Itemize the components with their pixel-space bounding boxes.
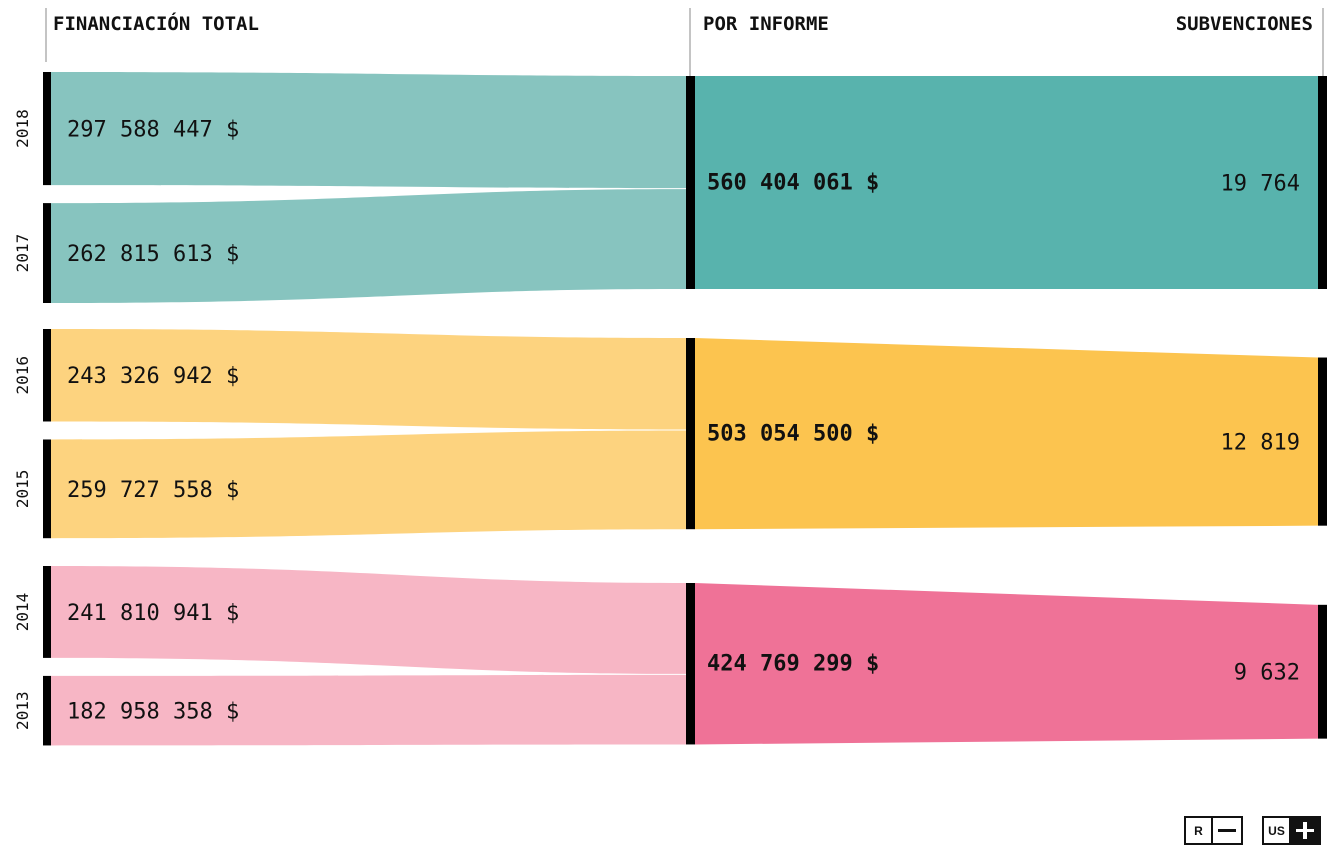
- flow-2014: [51, 566, 686, 674]
- year-label-2017: 2017: [13, 234, 32, 273]
- flow-2013: [51, 674, 686, 746]
- year-node-bar-2013: [43, 675, 51, 746]
- grants-node-bar-1: [1318, 76, 1327, 289]
- header-total-funding: FINANCIACIÓN TOTAL: [53, 11, 259, 35]
- flows-layer: [51, 72, 686, 746]
- report-total-label-3: 424 769 299 $: [707, 652, 879, 677]
- year-label-2018: 2018: [13, 109, 32, 148]
- grants-count-label-2: 12 819: [1221, 431, 1300, 456]
- amount-label-2015: 259 727 558 $: [67, 478, 239, 503]
- zoom-in-button[interactable]: [1291, 816, 1321, 845]
- report-node-bar-3: [686, 583, 695, 745]
- r-zoom-control: R: [1184, 816, 1243, 845]
- year-node-bar-2017: [43, 203, 51, 303]
- flow-2017: [51, 189, 686, 303]
- year-label-2016: 2016: [13, 356, 32, 395]
- report-node-bar-1: [686, 76, 695, 289]
- zoom-out-button[interactable]: [1213, 816, 1243, 845]
- amount-label-2018: 297 588 447 $: [67, 118, 239, 143]
- minus-icon: [1218, 829, 1236, 832]
- report-block-1: [695, 76, 1318, 289]
- labels-layer: 297 588 447 $ 2018 262 815 613 $ 2017 560 40…: [13, 109, 1300, 730]
- grants-count-label-3: 9 632: [1234, 661, 1300, 686]
- r-control-label: R: [1184, 816, 1213, 845]
- us-zoom-control: US: [1262, 816, 1321, 845]
- flow-2015: [51, 430, 686, 539]
- report-blocks-layer: [695, 76, 1318, 745]
- grants-node-bar-2: [1318, 357, 1327, 526]
- amount-label-2013: 182 958 358 $: [67, 700, 239, 725]
- year-node-bar-2018: [43, 72, 51, 186]
- year-label-2014: 2014: [13, 593, 32, 632]
- report-node-bar-2: [686, 338, 695, 530]
- bars-layer: [43, 72, 1327, 746]
- year-node-bar-2015: [43, 439, 51, 539]
- amount-label-2017: 262 815 613 $: [67, 242, 239, 267]
- report-total-label-1: 560 404 061 $: [707, 171, 879, 196]
- amount-label-2014: 241 810 941 $: [67, 601, 239, 626]
- flow-2016: [51, 329, 686, 430]
- year-label-2013: 2013: [13, 691, 32, 730]
- header-by-report: POR INFORME: [703, 13, 829, 35]
- report-block-2: [695, 338, 1318, 530]
- report-total-label-2: 503 054 500 $: [707, 422, 879, 447]
- flow-2018: [51, 72, 686, 189]
- us-control-label: US: [1262, 816, 1291, 845]
- header-grants: SUBVENCIONES: [1176, 13, 1313, 35]
- year-node-bar-2016: [43, 329, 51, 422]
- grants-count-label-1: 19 764: [1221, 172, 1300, 197]
- report-block-3: [695, 583, 1318, 745]
- year-node-bar-2014: [43, 566, 51, 658]
- grants-node-bar-3: [1318, 604, 1327, 739]
- year-label-2015: 2015: [13, 470, 32, 509]
- amount-label-2016: 243 326 942 $: [67, 364, 239, 389]
